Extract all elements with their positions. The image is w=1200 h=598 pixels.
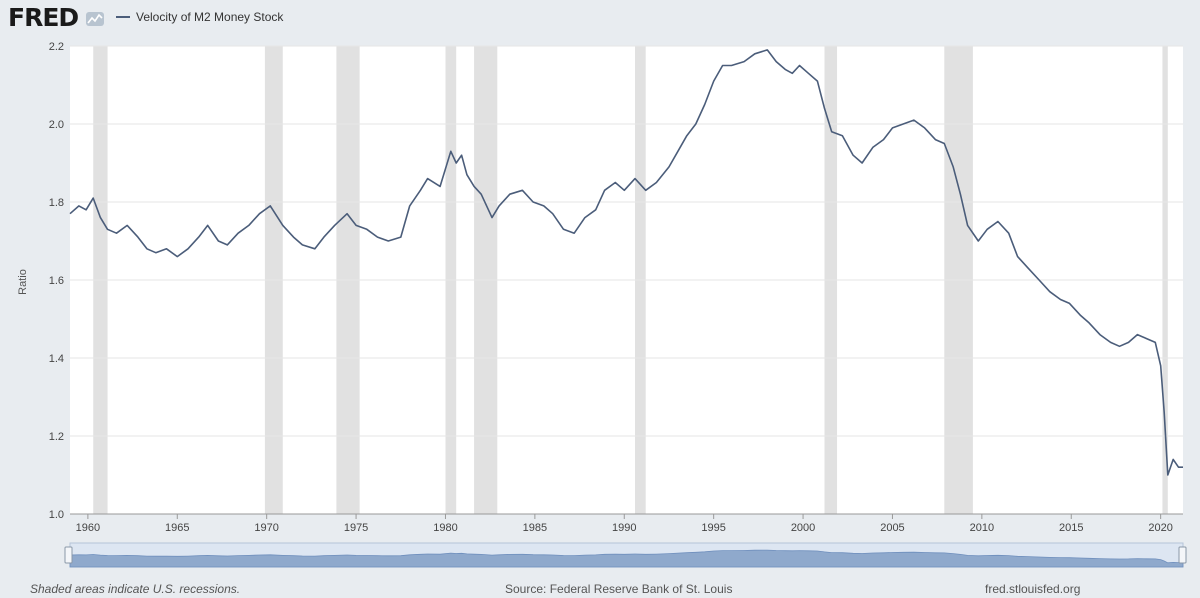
chart-header: FRED Velocity of M2 Money Stock (0, 0, 1200, 38)
navigator-right-handle[interactable] (1178, 546, 1187, 564)
grid-lines (70, 45, 1183, 515)
range-navigator[interactable] (64, 542, 1187, 568)
x-tick-label: 1995 (701, 522, 725, 534)
series-layer (69, 49, 1183, 476)
x-tick-label: 2010 (970, 522, 994, 534)
x-tick-label: 1970 (254, 522, 278, 534)
y-axis-ticks: 1.0 1.2 1.4 1.6 1.8 2.0 2.2 (49, 41, 64, 521)
series-line-0[interactable] (69, 49, 1183, 476)
navigator-area (69, 549, 1184, 568)
chart-legend: Velocity of M2 Money Stock (116, 10, 283, 24)
x-tick-label: 2000 (791, 522, 815, 534)
x-tick-label: 2005 (880, 522, 904, 534)
fred-logo-graph-icon (86, 12, 104, 26)
y-tick-label: 1.4 (49, 353, 64, 365)
legend-series-swatch (116, 16, 130, 18)
x-tick-label: 2015 (1059, 522, 1083, 534)
legend-series-label: Velocity of M2 Money Stock (136, 10, 284, 24)
source-text: Source: Federal Reserve Bank of St. Loui… (505, 582, 733, 596)
x-tick-label: 1990 (612, 522, 636, 534)
recession-note: Shaded areas indicate U.S. recessions. (30, 582, 241, 596)
chart-footer: Shaded areas indicate U.S. recessions. S… (0, 580, 1200, 598)
y-tick-label: 1.6 (49, 275, 64, 287)
x-tick-label: 1980 (433, 522, 457, 534)
x-tick-label: 1985 (523, 522, 547, 534)
navigator-left-handle[interactable] (64, 546, 73, 564)
y-tick-label: 1.8 (49, 197, 64, 209)
x-tick-label: 1975 (344, 522, 368, 534)
y-tick-label: 2.0 (49, 119, 64, 131)
y-tick-label: 2.2 (49, 41, 64, 53)
y-tick-label: 1.2 (49, 431, 64, 443)
line-chart[interactable]: 1.01.21.41.61.82.02.2 1960 1965 1970 1975 19… (0, 0, 1200, 580)
x-tick-label: 2020 (1148, 522, 1172, 534)
y-axis-label: Ratio (17, 269, 29, 295)
x-tick-label: 1960 (76, 522, 100, 534)
fred-logo: FRED (8, 3, 79, 32)
site-link[interactable]: fred.stlouisfed.org (985, 582, 1081, 596)
y-tick-label: 1.0 (49, 509, 64, 521)
x-tick-label: 1965 (165, 522, 189, 534)
x-axis-ticks: 1960 1965 1970 1975 1980 1985 1990 1995 2000 2005… (76, 514, 1173, 534)
